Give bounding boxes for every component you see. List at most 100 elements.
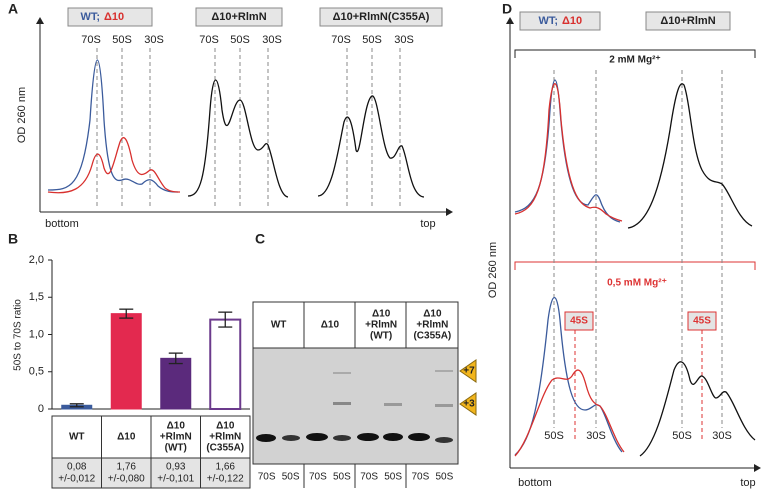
condition-label: 0,5 mM Mg²⁺ [607,278,667,289]
table-cell: +/-0,101 [157,474,194,485]
gel-bands [256,370,453,443]
lane-header: +RlmN [365,320,397,331]
legend-wt: WT; [538,15,558,27]
table-header: Δ10 [117,432,136,443]
table-header: Δ10 [167,421,186,432]
lane-label: 70S [411,472,429,483]
lane-header: (WT) [370,331,392,342]
panel-c [252,301,477,488]
table-cell: 1,66 [216,462,236,473]
lane-header: WT [271,320,287,331]
table-cell: 1,76 [117,462,137,473]
panel-d [506,11,761,472]
trace-d10-05mm [514,369,625,457]
table-cell: 0,93 [166,462,186,473]
peak-label: 50S [112,34,132,46]
y-tick-label: 0 [38,403,44,415]
peak-label: 50S [672,430,692,442]
lane-header: (C355A) [413,331,451,342]
trace-rlmn [187,79,289,198]
table-header: (C355A) [206,443,244,454]
legend-d10: Δ10 [562,15,582,27]
y-axis-label: OD 260 nm [487,242,499,298]
condition-label: 2 mM Mg²⁺ [609,55,660,66]
lane-header: Δ10 [372,309,391,320]
peak-lines [96,48,401,206]
trace-wt [47,59,179,193]
lane-label: 50S [435,472,453,483]
legend-box [67,7,153,27]
peak-label: 70S [81,34,101,46]
panel-label: B [8,231,18,247]
x-start-label: bottom [518,477,552,489]
peak-label: 70S [199,34,219,46]
legend-box [519,11,601,31]
bar [160,357,192,410]
trace-wt-2mm [514,79,621,223]
x-end-label: top [420,218,435,230]
lane-header: Δ10 [423,309,442,320]
table-cell: 0,08 [67,462,87,473]
panel-label: D [502,1,512,17]
trace-rlmn-2mm [627,83,753,229]
lane-label: 50S [333,472,351,483]
legend-box [195,7,283,27]
table-header: Δ10 [216,421,235,432]
legend-box-label: Δ10+RlmN [211,11,266,23]
table-cell: +/-0,080 [108,474,145,485]
legend-wt: WT; [80,11,100,23]
trace-c355a [317,95,425,198]
y-tick-label: 1,0 [29,328,44,340]
marker [459,359,477,383]
table-header: WT [69,432,85,443]
table-header: +RlmN [160,432,192,443]
legend-box-label: Δ10+RlmN(C355A) [333,11,430,23]
legend-box [645,11,731,31]
trace-rlmn-05mm [639,361,756,457]
table-header: +RlmN [209,432,241,443]
legend-box [319,7,443,27]
x-start-label: bottom [45,218,79,230]
intermediate-label: 45S [693,316,711,327]
band-label: +7 [463,366,475,377]
lane-header: Δ10 [321,320,340,331]
bar [209,318,242,411]
legend-d10: Δ10 [104,11,124,23]
panel-a [36,7,453,216]
table-cell: +/-0,012 [58,474,95,485]
peak-label: 50S [544,430,564,442]
x-end-label: top [740,477,755,489]
lane-label: 50S [384,472,402,483]
y-axis-label: OD 260 nm [16,87,28,143]
peak-label: 50S [230,34,250,46]
panel-label: A [8,1,18,17]
band-label: +3 [463,399,475,410]
y-tick-label: 0,5 [29,366,44,378]
lane-label: 70S [360,472,378,483]
peak-label: 30S [262,34,282,46]
marker [459,392,477,416]
lane-label: 70S [258,472,276,483]
bar [110,313,142,410]
intermediate-box [687,311,717,331]
peak-label: 30S [712,430,732,442]
intermediate-box [564,311,594,331]
bracket [514,261,756,270]
peak-label: 70S [331,34,351,46]
table-header: (WT) [165,443,187,454]
y-tick-label: 2,0 [29,254,44,266]
peak-label: 50S [362,34,382,46]
peak-label: 30S [394,34,414,46]
lane-header: +RlmN [416,320,448,331]
table-cell: +/-0,122 [207,474,244,485]
peak-label: 30S [586,430,606,442]
intermediate-label: 45S [570,316,588,327]
y-axis-label: 50S to 70S ratio [13,299,24,371]
lane-label: 70S [309,472,327,483]
trace-d10-2mm [514,83,623,222]
y-tick-label: 1,5 [29,291,44,303]
lane-label: 50S [282,472,300,483]
legend-box-label: Δ10+RlmN [660,15,715,27]
panel-label: C [255,231,265,247]
